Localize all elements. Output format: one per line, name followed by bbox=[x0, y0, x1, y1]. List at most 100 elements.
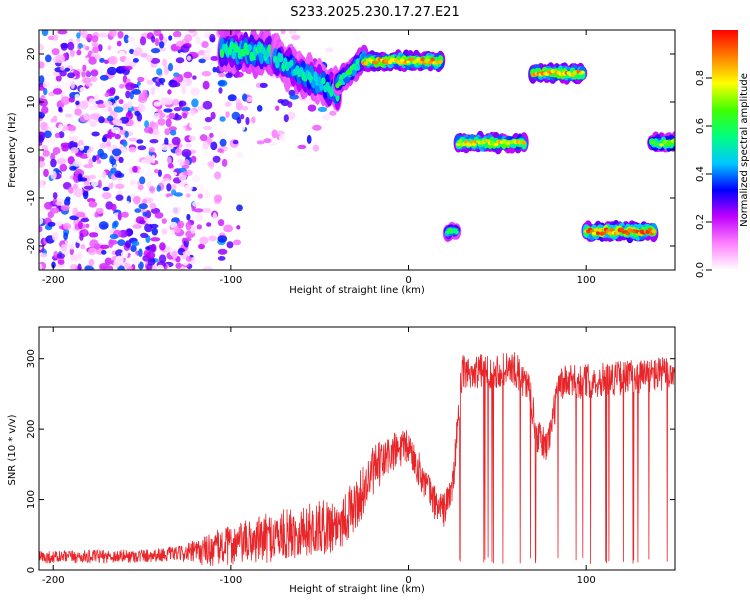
spectrogram-noise-cell bbox=[69, 49, 75, 57]
spectrogram-noise-cell bbox=[94, 211, 99, 218]
spectrogram-noise-cell bbox=[291, 34, 301, 40]
spectrogram-noise-cell bbox=[71, 197, 77, 202]
x-tick-label: 0 bbox=[405, 275, 411, 286]
spectrogram-noise-cell bbox=[163, 30, 172, 33]
spectrogram-noise-cell bbox=[90, 69, 99, 77]
spectrogram-noise-cell bbox=[79, 100, 89, 110]
spectrogram-noise-cell bbox=[60, 65, 65, 71]
spectrogram-noise-cell bbox=[145, 246, 151, 251]
spectrogram-noise-cell bbox=[150, 237, 161, 242]
spectrogram-noise-cell bbox=[41, 30, 49, 37]
spectrogram-noise-cell bbox=[51, 261, 56, 269]
spectrogram-noise-cell bbox=[196, 224, 202, 230]
spectrogram-noise-cell bbox=[132, 58, 139, 63]
spectrogram-noise-cell bbox=[125, 82, 136, 91]
spectrogram-noise-cell bbox=[190, 225, 196, 234]
spectrogram-noise-cell bbox=[207, 161, 215, 167]
spectrogram-noise-cell bbox=[158, 254, 167, 264]
spectrogram-noise-cell bbox=[91, 131, 100, 137]
spectrogram-noise-cell bbox=[80, 244, 86, 250]
spectrogram-noise-cell bbox=[182, 112, 188, 119]
spectrogram-noise-cell bbox=[140, 52, 148, 58]
spectrogram-noise-cell bbox=[117, 31, 124, 39]
spectrogram-feature-cell bbox=[619, 227, 625, 232]
spectrogram-noise-cell bbox=[54, 132, 61, 138]
spectrogram-noise-cell bbox=[151, 35, 156, 43]
spectrogram-noise-cell bbox=[101, 170, 107, 179]
spectrogram-noise-cell bbox=[212, 66, 217, 73]
spectrogram-feature-cell bbox=[493, 142, 499, 147]
spectrogram-noise-cell bbox=[83, 185, 94, 190]
spectrogram-noise-cell bbox=[39, 230, 43, 240]
spectrogram-noise-cell bbox=[259, 82, 268, 88]
spectrogram-noise-cell bbox=[202, 100, 213, 110]
spectrogram-noise-cell bbox=[113, 106, 124, 113]
spectrogram-noise-cell bbox=[175, 147, 182, 156]
spectrogram-noise-cell bbox=[271, 129, 278, 139]
y-tick-label: 200 bbox=[26, 420, 37, 439]
spectrogram-noise-cell bbox=[193, 208, 204, 213]
spectrogram-noise-cell bbox=[157, 169, 162, 177]
spectrogram-noise-cell bbox=[203, 125, 212, 131]
spectrogram-noise-cell bbox=[307, 104, 317, 112]
spectrogram-feature-cell bbox=[374, 61, 379, 65]
spectrogram-noise-cell bbox=[79, 144, 85, 151]
spectrogram-noise-cell bbox=[306, 134, 312, 144]
spectrogram-noise-cell bbox=[209, 132, 214, 138]
spectrogram-noise-cell bbox=[317, 106, 328, 112]
spectrogram-feature-cell bbox=[601, 231, 607, 235]
spectrogram-noise-cell bbox=[139, 176, 146, 185]
spectrogram-noise-cell bbox=[124, 262, 131, 269]
spectrogram-noise-cell bbox=[82, 77, 92, 84]
spectrogram-noise-cell bbox=[146, 251, 156, 259]
spectrogram-feature-cell bbox=[388, 60, 393, 65]
spectrogram-noise-cell bbox=[223, 224, 234, 233]
spectrogram-noise-cell bbox=[47, 35, 56, 41]
spectrogram-noise-cell bbox=[153, 30, 162, 37]
spectrogram-feature-cell bbox=[319, 82, 324, 91]
spectrogram-noise-cell bbox=[98, 116, 105, 124]
spectrogram-noise-cell bbox=[73, 188, 83, 198]
spectrogram-noise-cell bbox=[68, 186, 74, 194]
spectrogram-noise-cell bbox=[79, 233, 84, 241]
spectrogram-noise-cell bbox=[149, 202, 157, 210]
spectrogram-noise-cell bbox=[125, 200, 131, 210]
spectrogram-noise-cell bbox=[137, 103, 146, 113]
spectrogram-noise-cell bbox=[169, 129, 177, 136]
spectrogram-noise-cell bbox=[158, 77, 166, 84]
spectrogram-noise-cell bbox=[52, 88, 63, 95]
spectrogram-noise-cell bbox=[91, 42, 99, 48]
spectrogram-noise-cell bbox=[58, 123, 64, 131]
spectrogram-noise-cell bbox=[256, 105, 263, 112]
spectrogram-noise-cell bbox=[162, 58, 167, 67]
spectrogram-feature-cell bbox=[353, 65, 359, 71]
spectrogram-feature-cell bbox=[580, 70, 585, 75]
spectrogram-noise-cell bbox=[114, 170, 122, 178]
spectrogram-noise-cell bbox=[151, 129, 160, 136]
spectrogram-noise-cell bbox=[198, 188, 209, 194]
spectrogram-noise-cell bbox=[73, 30, 78, 35]
spectrogram-noise-cell bbox=[139, 36, 147, 46]
spectrogram-noise-cell bbox=[201, 207, 212, 213]
spectrogram-noise-cell bbox=[39, 75, 45, 84]
spectrogram-noise-cell bbox=[65, 196, 71, 202]
spectrogram-noise-cell bbox=[185, 221, 192, 231]
spectrogram-noise-cell bbox=[225, 111, 230, 118]
spectrogram-noise-cell bbox=[172, 76, 180, 81]
spectrogram-feature-cell bbox=[607, 231, 613, 236]
spectrogram-noise-cell bbox=[94, 220, 100, 226]
snr-series-line bbox=[39, 352, 675, 566]
spectrogram-noise-cell bbox=[88, 259, 95, 266]
spectrogram-noise-cell bbox=[277, 99, 284, 104]
spectrogram-feature-cell bbox=[420, 57, 425, 62]
spectrogram-feature-cell bbox=[219, 48, 225, 58]
spectrogram-noise-cell bbox=[329, 110, 337, 116]
spectrogram-noise-cell bbox=[144, 223, 153, 233]
spectrogram-noise-cell bbox=[185, 256, 192, 262]
spectrogram-feature-cell bbox=[647, 227, 652, 232]
spectrogram-noise-cell bbox=[236, 225, 241, 230]
spectrogram-noise-cell bbox=[150, 48, 161, 54]
spectrogram-noise-cell bbox=[219, 138, 227, 147]
